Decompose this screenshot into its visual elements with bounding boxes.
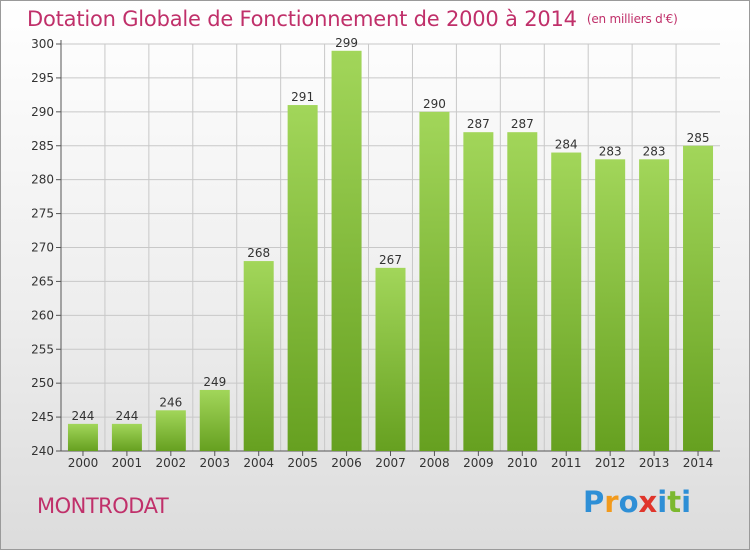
value-labels: 244 244 246 249 268 291 299 267 290 287 287 284 283 2…	[72, 36, 710, 423]
bar-2008	[419, 111, 450, 451]
y-tick-label: 270	[31, 241, 54, 255]
bar-2012	[595, 159, 626, 452]
data-label: 287	[511, 117, 534, 131]
logo-letter: o	[618, 485, 639, 519]
y-tick-label: 260	[31, 308, 54, 322]
bar-2005	[287, 105, 318, 452]
bar-2009	[463, 132, 494, 451]
y-tick-label: 285	[31, 139, 54, 153]
data-label: 290	[423, 97, 446, 111]
data-label: 249	[203, 375, 226, 389]
data-label: 244	[72, 409, 95, 423]
data-label: 268	[247, 246, 270, 260]
x-tick-label: 2001	[112, 456, 143, 470]
x-tick-label: 2013	[639, 456, 670, 470]
x-tick-label: 2003	[199, 456, 230, 470]
logo-letter: x	[638, 485, 658, 519]
bars	[67, 50, 714, 452]
x-tick-label: 2007	[375, 456, 406, 470]
logo-letter: t	[667, 485, 682, 519]
data-label: 283	[643, 144, 666, 158]
data-label: 283	[599, 144, 622, 158]
logo-letter: r	[604, 485, 619, 519]
y-tick-label: 295	[31, 71, 54, 85]
y-tick-label: 300	[31, 37, 54, 51]
bar-2002	[155, 410, 186, 451]
bar-2014	[683, 145, 714, 451]
y-tick-label: 265	[31, 274, 54, 288]
x-tick-label: 2011	[551, 456, 582, 470]
data-label: 285	[687, 131, 710, 145]
x-tick-label: 2008	[419, 456, 450, 470]
bar-2006	[331, 50, 362, 452]
bar-2001	[111, 423, 142, 451]
bar-2010	[507, 132, 538, 451]
y-tick-label: 240	[31, 444, 54, 458]
x-tick-label: 2000	[68, 456, 99, 470]
x-tick-label: 2006	[331, 456, 362, 470]
logo-letter: P	[583, 485, 605, 519]
x-tick-label: 2014	[683, 456, 714, 470]
y-tick-label: 290	[31, 105, 54, 119]
x-tick-label: 2012	[595, 456, 626, 470]
chart-title-text: Dotation Globale de Fonctionnement de 20…	[27, 7, 577, 31]
chart-subtitle: (en milliers d'€)	[586, 12, 678, 26]
bar-2013	[639, 159, 670, 452]
logo-letter: i	[681, 485, 692, 519]
proxiti-logo[interactable]: Proxiti	[583, 485, 691, 519]
bar-2011	[551, 152, 582, 452]
bar-2000	[67, 423, 98, 451]
x-tick-label: 2010	[507, 456, 538, 470]
logo-letter: i	[657, 485, 668, 519]
data-label: 291	[291, 90, 314, 104]
data-label: 299	[335, 36, 358, 50]
data-label: 287	[467, 117, 490, 131]
data-label: 246	[159, 395, 182, 409]
x-tick-label: 2005	[287, 456, 318, 470]
bar-2004	[243, 261, 274, 451]
y-tick-label: 245	[31, 410, 54, 424]
commune-name: MONTRODAT	[37, 494, 169, 518]
axes: 240 245 250 255 260 265 270 275 280 285 290 295 300 2…	[31, 37, 720, 470]
bar-2007	[375, 267, 406, 451]
y-tick-label: 275	[31, 207, 54, 221]
chart-title: Dotation Globale de Fonctionnement de 20…	[27, 7, 678, 31]
x-tick-label: 2009	[463, 456, 494, 470]
data-label: 284	[555, 138, 578, 152]
y-tick-label: 250	[31, 376, 54, 390]
data-label: 267	[379, 253, 402, 267]
x-tick-label: 2004	[243, 456, 274, 470]
x-tick-label: 2002	[156, 456, 187, 470]
y-tick-label: 280	[31, 173, 54, 187]
y-tick-label: 255	[31, 342, 54, 356]
data-label: 244	[115, 409, 138, 423]
bar-2003	[199, 389, 230, 451]
